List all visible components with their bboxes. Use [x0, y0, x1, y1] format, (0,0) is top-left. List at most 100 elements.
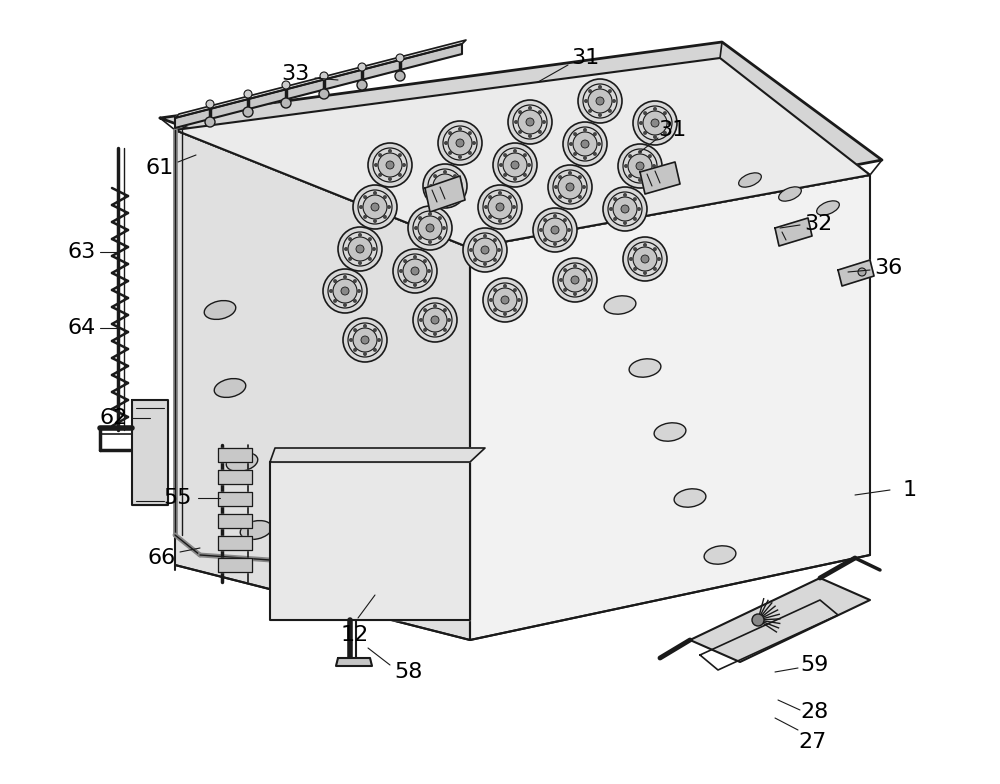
Circle shape	[399, 269, 403, 273]
Circle shape	[457, 184, 461, 188]
Circle shape	[493, 258, 497, 262]
Circle shape	[652, 164, 656, 168]
Circle shape	[358, 261, 362, 265]
Circle shape	[403, 259, 427, 283]
Circle shape	[373, 219, 377, 223]
Circle shape	[359, 205, 363, 209]
Circle shape	[563, 238, 567, 242]
Circle shape	[498, 191, 502, 195]
Text: 62: 62	[100, 408, 128, 428]
Circle shape	[478, 185, 522, 229]
Circle shape	[472, 141, 476, 145]
Circle shape	[373, 348, 377, 352]
Polygon shape	[218, 470, 252, 484]
Circle shape	[583, 156, 587, 160]
Circle shape	[612, 99, 616, 103]
Ellipse shape	[240, 521, 272, 539]
Circle shape	[489, 298, 493, 302]
Circle shape	[341, 287, 349, 295]
Circle shape	[388, 177, 392, 181]
Text: 33: 33	[281, 64, 309, 84]
Circle shape	[553, 242, 557, 246]
Circle shape	[543, 218, 547, 222]
Text: 64: 64	[68, 318, 96, 338]
Ellipse shape	[739, 172, 761, 187]
Circle shape	[523, 153, 527, 157]
Circle shape	[624, 164, 628, 168]
Polygon shape	[175, 58, 870, 248]
Ellipse shape	[629, 359, 661, 377]
Circle shape	[569, 142, 573, 146]
Circle shape	[609, 207, 613, 211]
Text: 27: 27	[798, 732, 826, 752]
Circle shape	[563, 218, 567, 222]
Circle shape	[206, 100, 214, 108]
Circle shape	[548, 165, 592, 209]
Circle shape	[348, 237, 352, 241]
Ellipse shape	[654, 423, 686, 441]
Circle shape	[363, 195, 367, 199]
Circle shape	[653, 135, 657, 139]
Circle shape	[648, 154, 652, 158]
Circle shape	[408, 206, 452, 250]
Ellipse shape	[204, 300, 236, 319]
Circle shape	[281, 98, 291, 108]
Polygon shape	[425, 176, 465, 212]
Circle shape	[348, 237, 372, 261]
Circle shape	[444, 141, 448, 145]
Circle shape	[357, 80, 367, 90]
Circle shape	[513, 308, 517, 312]
Polygon shape	[640, 162, 680, 194]
Circle shape	[508, 195, 512, 199]
Circle shape	[497, 248, 501, 252]
Polygon shape	[838, 260, 874, 286]
Circle shape	[433, 332, 437, 336]
Circle shape	[583, 288, 587, 292]
Circle shape	[551, 226, 559, 234]
Polygon shape	[175, 40, 466, 118]
Polygon shape	[218, 492, 252, 506]
Circle shape	[493, 288, 497, 292]
Circle shape	[282, 81, 290, 89]
Text: 63: 63	[68, 242, 96, 262]
Circle shape	[438, 216, 442, 220]
Circle shape	[511, 161, 519, 169]
Circle shape	[447, 318, 451, 322]
Circle shape	[383, 215, 387, 219]
Circle shape	[533, 208, 577, 252]
Circle shape	[663, 131, 667, 135]
Polygon shape	[218, 558, 252, 572]
Text: 28: 28	[800, 702, 828, 722]
Circle shape	[413, 298, 457, 342]
Circle shape	[657, 257, 661, 261]
Circle shape	[517, 298, 521, 302]
Circle shape	[483, 278, 527, 322]
Circle shape	[623, 193, 627, 197]
Ellipse shape	[214, 379, 246, 397]
Circle shape	[653, 107, 657, 111]
Circle shape	[628, 154, 652, 178]
Polygon shape	[470, 175, 870, 640]
Circle shape	[503, 173, 507, 177]
Circle shape	[423, 328, 427, 332]
Circle shape	[368, 237, 372, 241]
Circle shape	[414, 226, 418, 230]
Circle shape	[423, 259, 427, 263]
Circle shape	[648, 174, 652, 178]
Circle shape	[581, 140, 589, 148]
Circle shape	[554, 185, 558, 189]
Text: 66: 66	[148, 548, 176, 568]
Circle shape	[638, 150, 642, 154]
Polygon shape	[218, 448, 252, 462]
Circle shape	[426, 224, 434, 232]
Text: 31: 31	[658, 120, 686, 140]
Circle shape	[514, 120, 518, 124]
Circle shape	[653, 247, 657, 251]
Circle shape	[643, 111, 667, 135]
Circle shape	[568, 171, 572, 175]
Circle shape	[357, 289, 361, 293]
Circle shape	[419, 318, 423, 322]
Circle shape	[598, 113, 602, 117]
Circle shape	[587, 278, 591, 282]
Ellipse shape	[604, 296, 636, 314]
